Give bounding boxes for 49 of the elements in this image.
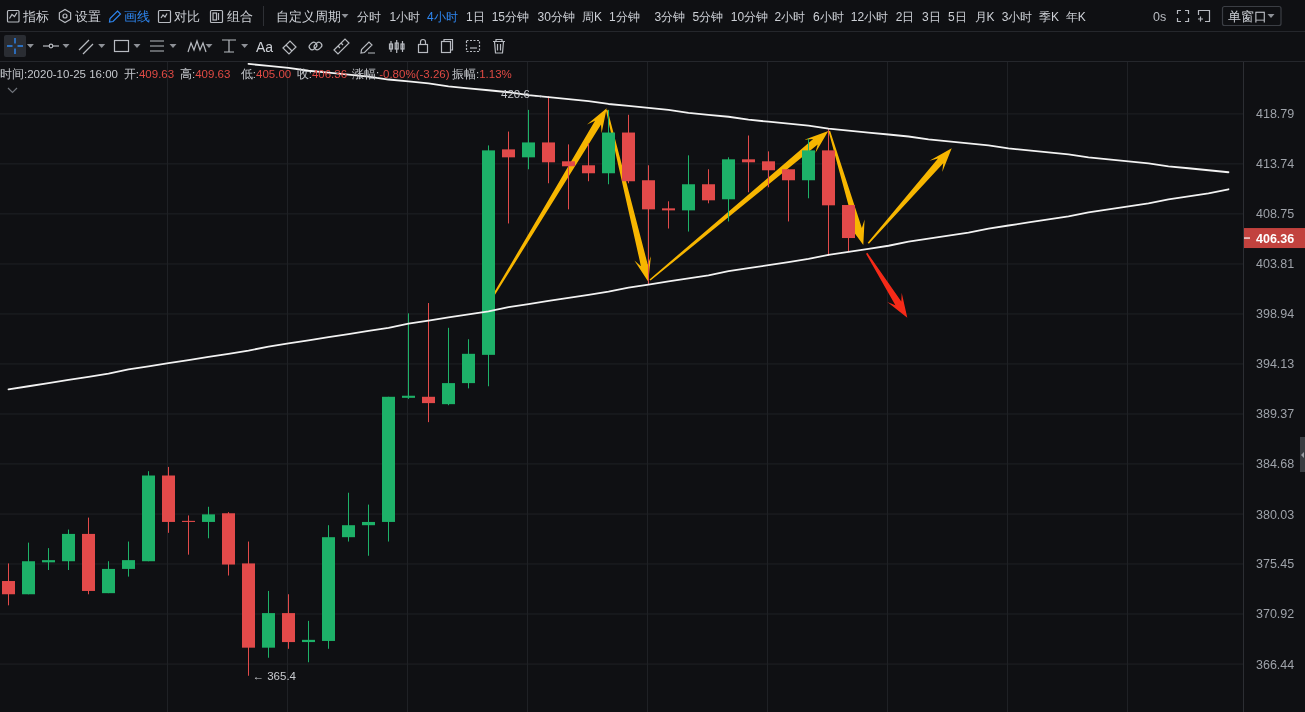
- text: 2小时: [774, 9, 806, 24]
- text: 30分钟: [537, 9, 575, 24]
- text: 1日: [466, 9, 485, 24]
- y-tick-label: 375.45: [1256, 557, 1295, 572]
- text: 10分钟: [730, 9, 769, 24]
- text: 2日: [895, 9, 915, 24]
- text: 年K: [1065, 9, 1086, 24]
- annotation: 振幅:1.13%: [452, 67, 512, 80]
- annotation: 时间:2020-10-25 16:00: [0, 67, 118, 80]
- text: 12小时: [850, 9, 889, 24]
- y-tick-label: 398.94: [1256, 307, 1295, 322]
- text: Aa: [256, 38, 274, 55]
- y-tick-label: 370.92: [1256, 607, 1295, 622]
- text: 4小时: [427, 9, 458, 24]
- text: 5分钟: [692, 9, 724, 24]
- annotation: 高:409.63: [180, 66, 231, 80]
- text: 单窗口: [1227, 8, 1267, 24]
- annotation: 开:409.63: [123, 67, 175, 80]
- annotation: 低:405.00: [240, 67, 292, 80]
- text: 1小时: [389, 9, 421, 24]
- y-tick-label: 413.74: [1256, 157, 1295, 172]
- price-tag: 406.36: [1243, 228, 1305, 249]
- text: 设置: [75, 8, 101, 24]
- y-tick-label: 389.37: [1256, 407, 1295, 422]
- text: 6小时: [812, 9, 844, 24]
- text: 月K: [974, 9, 995, 24]
- text: 5日: [948, 9, 967, 24]
- y-tick-label: 408.75: [1256, 207, 1295, 222]
- text: 周K: [582, 9, 603, 24]
- y-tick-label: 366.44: [1256, 657, 1295, 672]
- y-tick-label: 380.03: [1256, 507, 1295, 522]
- y-tick-label: 418.79: [1256, 107, 1295, 122]
- y-tick-label: 384.68: [1256, 457, 1295, 472]
- text: 0s: [1153, 9, 1167, 24]
- text: 季K: [1039, 9, 1060, 24]
- y-tick-label: 394.13: [1256, 357, 1295, 372]
- text: 3日: [922, 9, 941, 24]
- text: 3分钟: [654, 9, 686, 24]
- text: 15分钟: [491, 9, 530, 24]
- text: 自定义周期: [276, 9, 341, 24]
- text: 画线: [124, 8, 150, 24]
- annotation: ← 365.4: [252, 669, 297, 682]
- text: 1分钟: [609, 9, 640, 24]
- y-tick-label: 403.81: [1256, 257, 1295, 272]
- text: 对比: [174, 8, 200, 24]
- text: 组合: [227, 8, 253, 24]
- text: 3小时: [1001, 9, 1033, 24]
- text: 指标: [22, 8, 49, 24]
- text: 分时: [357, 9, 381, 24]
